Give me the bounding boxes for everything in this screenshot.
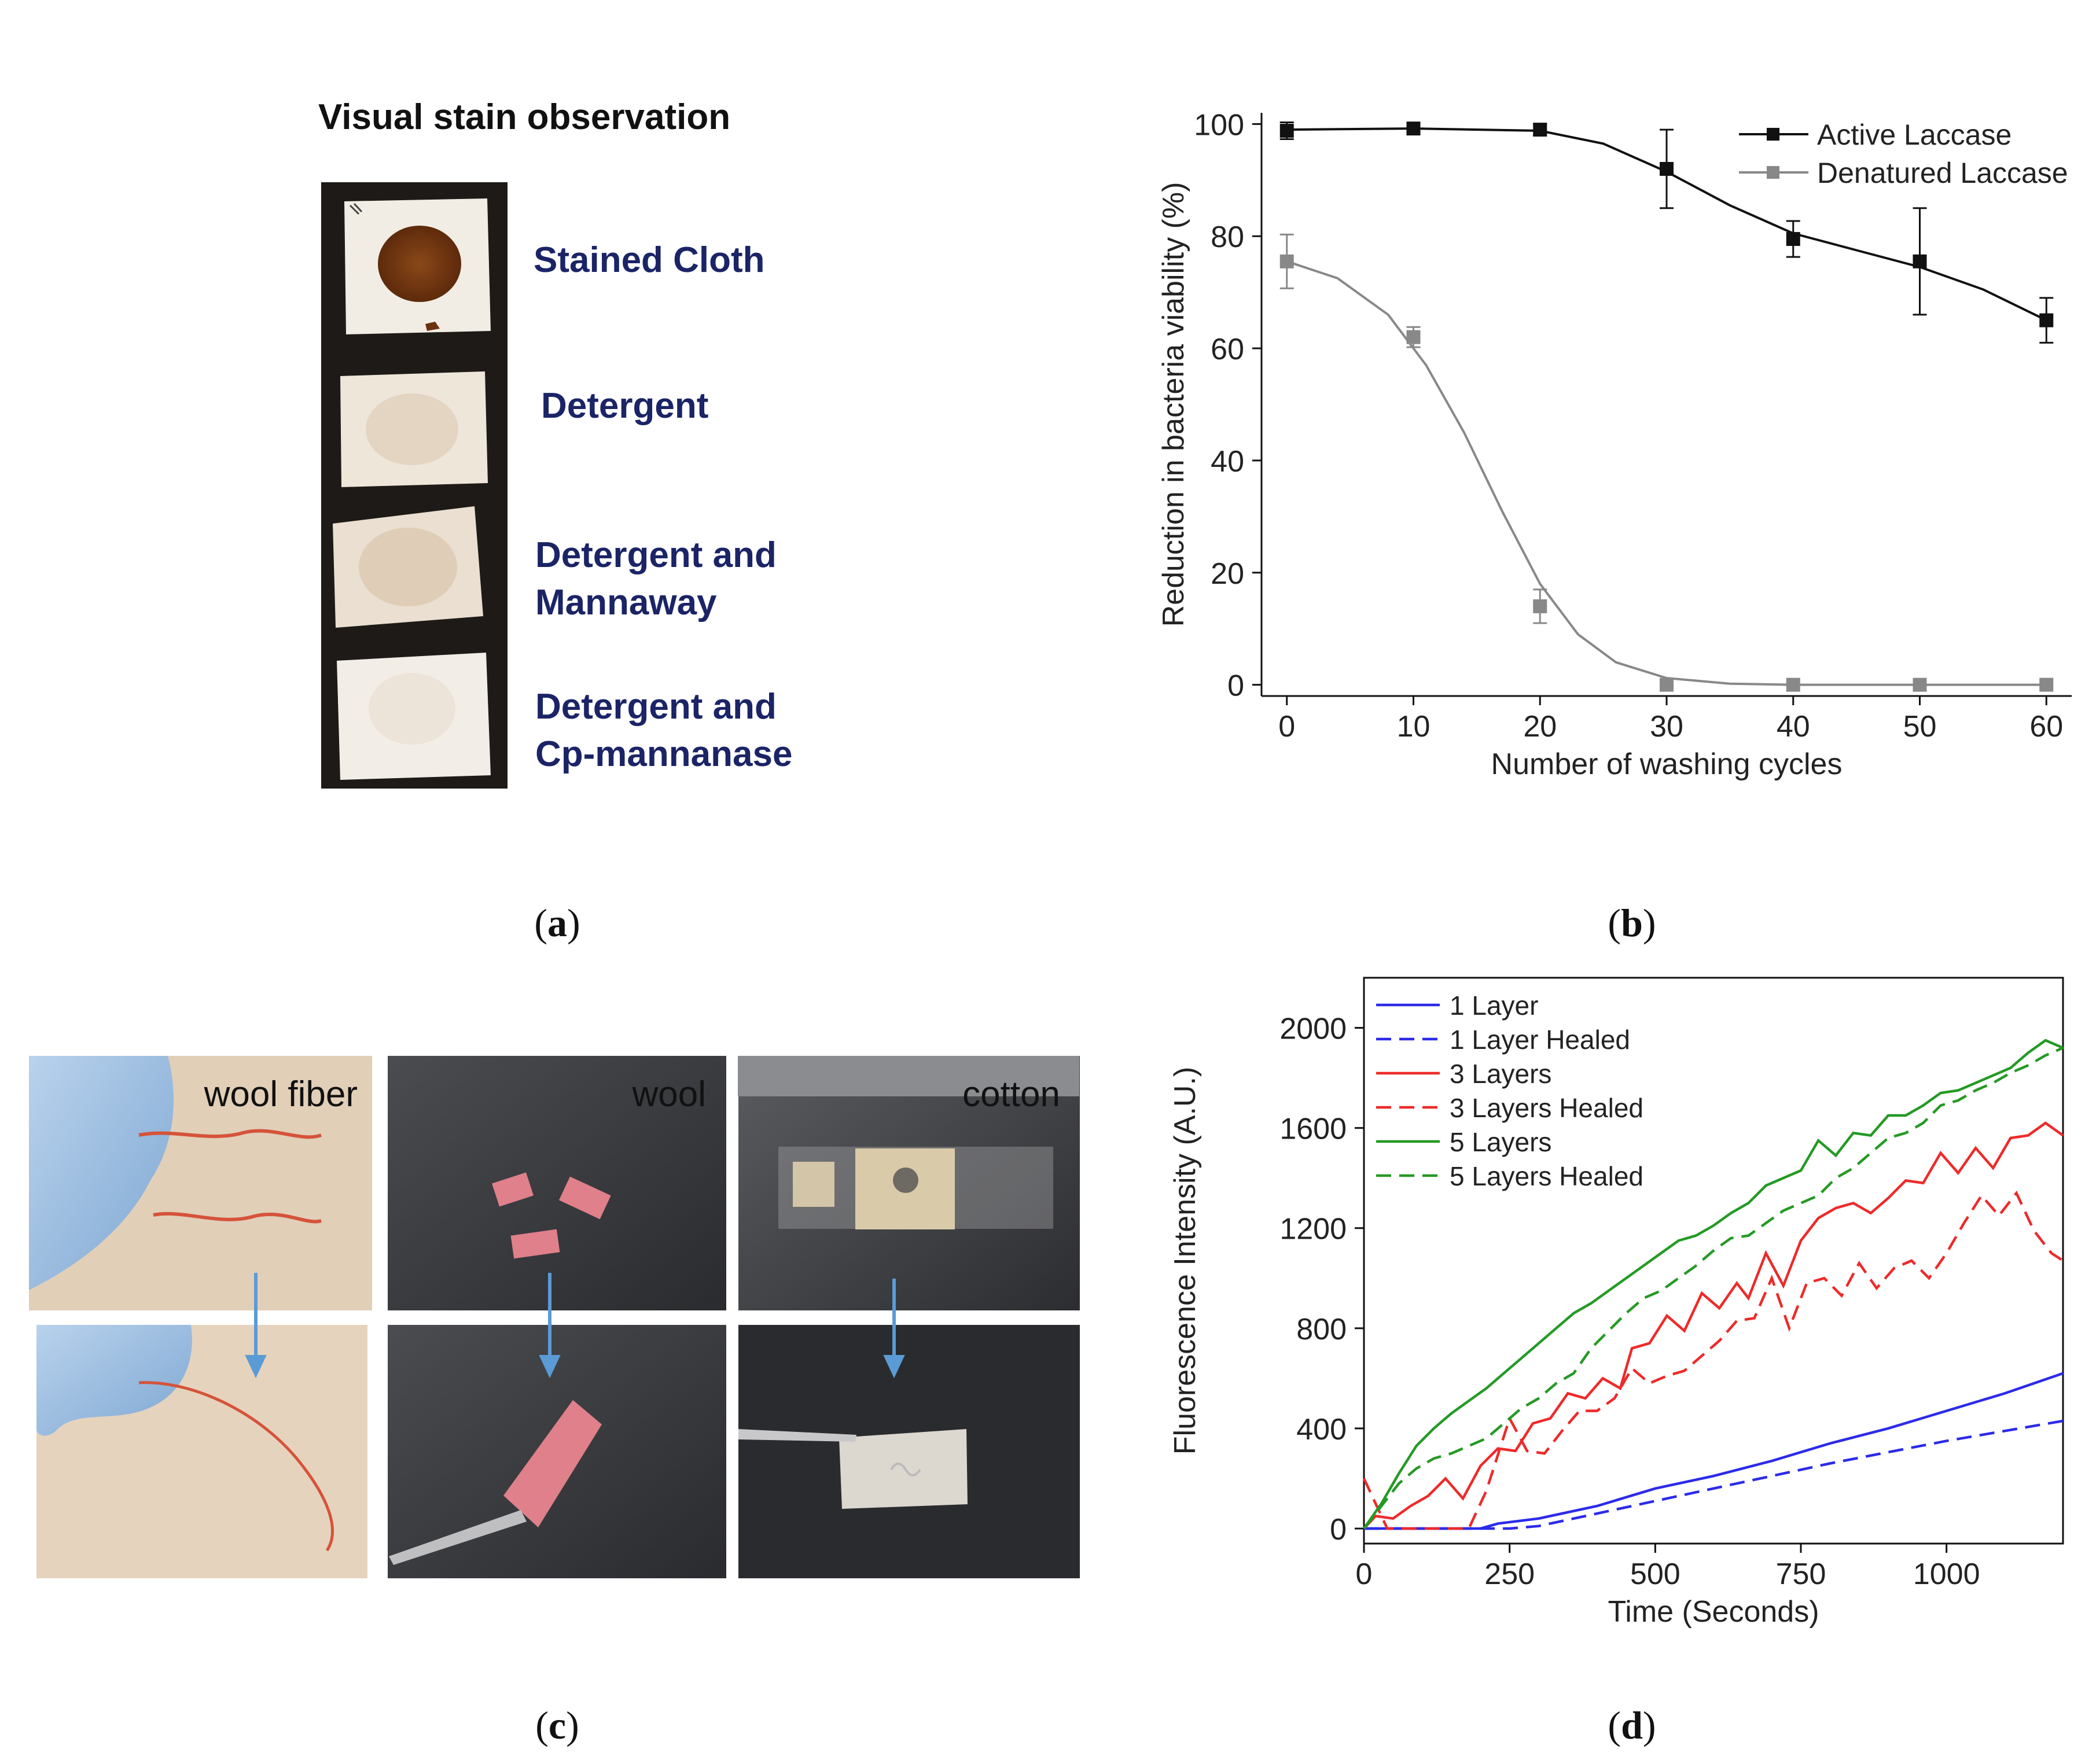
panel-label-b: (b): [1608, 901, 1656, 945]
x-tick-label: 60: [2029, 710, 2063, 743]
y-tick-label: 0: [1227, 669, 1244, 703]
legend-label: 3 Layers: [1450, 1059, 1551, 1089]
legend-label: 1 Layer Healed: [1450, 1025, 1630, 1055]
panel-label-a: (a): [534, 901, 580, 945]
y-tick-label: 100: [1194, 108, 1244, 142]
panel-a: Visual stain observation Stained Cloth D…: [318, 97, 792, 945]
photo-caption: cotton: [962, 1074, 1060, 1114]
series-line: [1363, 1121, 2064, 1530]
panel-label-c: (c): [535, 1703, 579, 1747]
photo-wool-after: [388, 1325, 726, 1578]
y-tick-label: 60: [1211, 333, 1244, 366]
y-tick-label: 800: [1296, 1313, 1347, 1346]
x-tick-label: 50: [1903, 710, 1937, 743]
data-point: [1660, 677, 1674, 692]
legend-marker: [1767, 128, 1779, 141]
chart-b: 0 10 20 30 40 50 60 0 20 40 60 80 100 Number of washi…: [1157, 108, 2072, 781]
legend-marker: [1767, 166, 1779, 179]
data-point: [1533, 123, 1547, 137]
photo-wool-before: wool: [388, 1056, 726, 1310]
chart-d: 0 250 500 750 1000 0 400 800 1200 1600 2000 Time (S…: [1168, 977, 2064, 1629]
x-axis-label: Number of washing cycles: [1491, 747, 1843, 781]
photo-cotton-before: cotton: [738, 1056, 1080, 1310]
arrows: [245, 1273, 905, 1379]
sample-label: Detergent: [541, 386, 708, 426]
data-point: [1406, 121, 1421, 136]
y-tick-label: 1600: [1279, 1113, 1347, 1146]
data-point: [2039, 313, 2054, 327]
y-tick-label: 40: [1211, 445, 1244, 478]
panel-b: 0 10 20 30 40 50 60 0 20 40 60 80 100 Number of washi…: [1157, 108, 2072, 945]
sample-label: Mannaway: [535, 583, 717, 623]
legend-label: Active Laccase: [1817, 119, 2012, 151]
plot-frame: [1363, 977, 2064, 1545]
panel-a-title: Visual stain observation: [318, 97, 730, 137]
x-tick-label: 250: [1484, 1557, 1535, 1591]
x-tick-label: 1000: [1913, 1557, 1980, 1591]
sample-label: Detergent and: [535, 687, 777, 727]
data-point: [1786, 677, 1800, 692]
stain-spot: [378, 226, 461, 302]
arrow-head-icon: [883, 1355, 905, 1379]
data-point: [1913, 677, 1927, 692]
data-point: [1786, 232, 1800, 246]
series-line: [1364, 1372, 2064, 1530]
legend-label: 5 Layers Healed: [1450, 1161, 1643, 1191]
photo-cotton-after: [738, 1325, 1080, 1578]
data-point: [1533, 599, 1547, 613]
series-fit-line: [1286, 260, 2047, 686]
series-line: [1364, 1419, 2064, 1530]
legend-label: Denatured Laccase: [1817, 157, 2068, 189]
x-tick-label: 0: [1356, 1557, 1373, 1591]
y-tick-label: 0: [1330, 1513, 1347, 1546]
x-tick-label: 500: [1630, 1557, 1680, 1591]
x-tick-label: 750: [1776, 1557, 1826, 1591]
sample-label: Cp-mannanase: [535, 734, 792, 774]
series-fit-line: [1286, 127, 2047, 322]
legend-label: 5 Layers: [1450, 1127, 1551, 1157]
y-tick-label: 80: [1211, 220, 1244, 254]
data-point: [1913, 254, 1927, 268]
x-tick-label: 0: [1278, 710, 1295, 743]
cloth-mannaway: [333, 506, 483, 628]
arrow-head-icon: [245, 1355, 267, 1379]
series-line: [1363, 1047, 2064, 1530]
y-tick-label: 1200: [1279, 1213, 1347, 1246]
data-point: [1406, 330, 1421, 344]
series-line: [1362, 1190, 2064, 1530]
x-tick-label: 30: [1650, 710, 1683, 743]
legend-label: 1 Layer: [1450, 990, 1538, 1021]
y-axis-label: Fluorescence Intensity (A.U.): [1168, 1067, 1202, 1454]
data-point: [1279, 254, 1294, 268]
data-point: [1279, 124, 1294, 138]
x-axis-label: Time (Seconds): [1608, 1595, 1819, 1629]
arrow-head-icon: [539, 1355, 561, 1379]
y-tick-label: 20: [1211, 557, 1244, 591]
cloth-cp-mannanase: [337, 653, 491, 780]
panel-c: wool fiber wool: [29, 1056, 1080, 1747]
x-tick-label: 10: [1397, 710, 1431, 743]
x-tick-label: 40: [1777, 710, 1810, 743]
legend-label: 3 Layers Healed: [1450, 1093, 1643, 1123]
x-tick-label: 20: [1523, 710, 1557, 743]
y-tick-label: 2000: [1279, 1012, 1347, 1046]
photo-caption: wool fiber: [204, 1074, 358, 1114]
y-axis-label: Reduction in bacteria viability (%): [1157, 182, 1190, 627]
cloth-detergent: [340, 371, 488, 487]
series-line: [1363, 1038, 2064, 1530]
photo-wool-fiber-before: wool fiber: [29, 1056, 372, 1310]
sample-labels: Stained Cloth Detergent Detergent and Ma…: [534, 240, 792, 774]
panel-d: 0 250 500 750 1000 0 400 800 1200 1600 2000 Time (S…: [1168, 977, 2064, 1747]
sample-label: Stained Cloth: [534, 240, 765, 280]
photo-caption: wool: [631, 1074, 706, 1114]
sample-label: Detergent and: [535, 535, 777, 575]
data-point: [1660, 161, 1674, 176]
y-tick-label: 400: [1296, 1413, 1347, 1446]
cloth-stained: [344, 198, 491, 334]
photo-wool-fiber-after: [36, 1325, 367, 1578]
panel-label-d: (d): [1608, 1703, 1656, 1747]
data-point: [2039, 677, 2054, 692]
